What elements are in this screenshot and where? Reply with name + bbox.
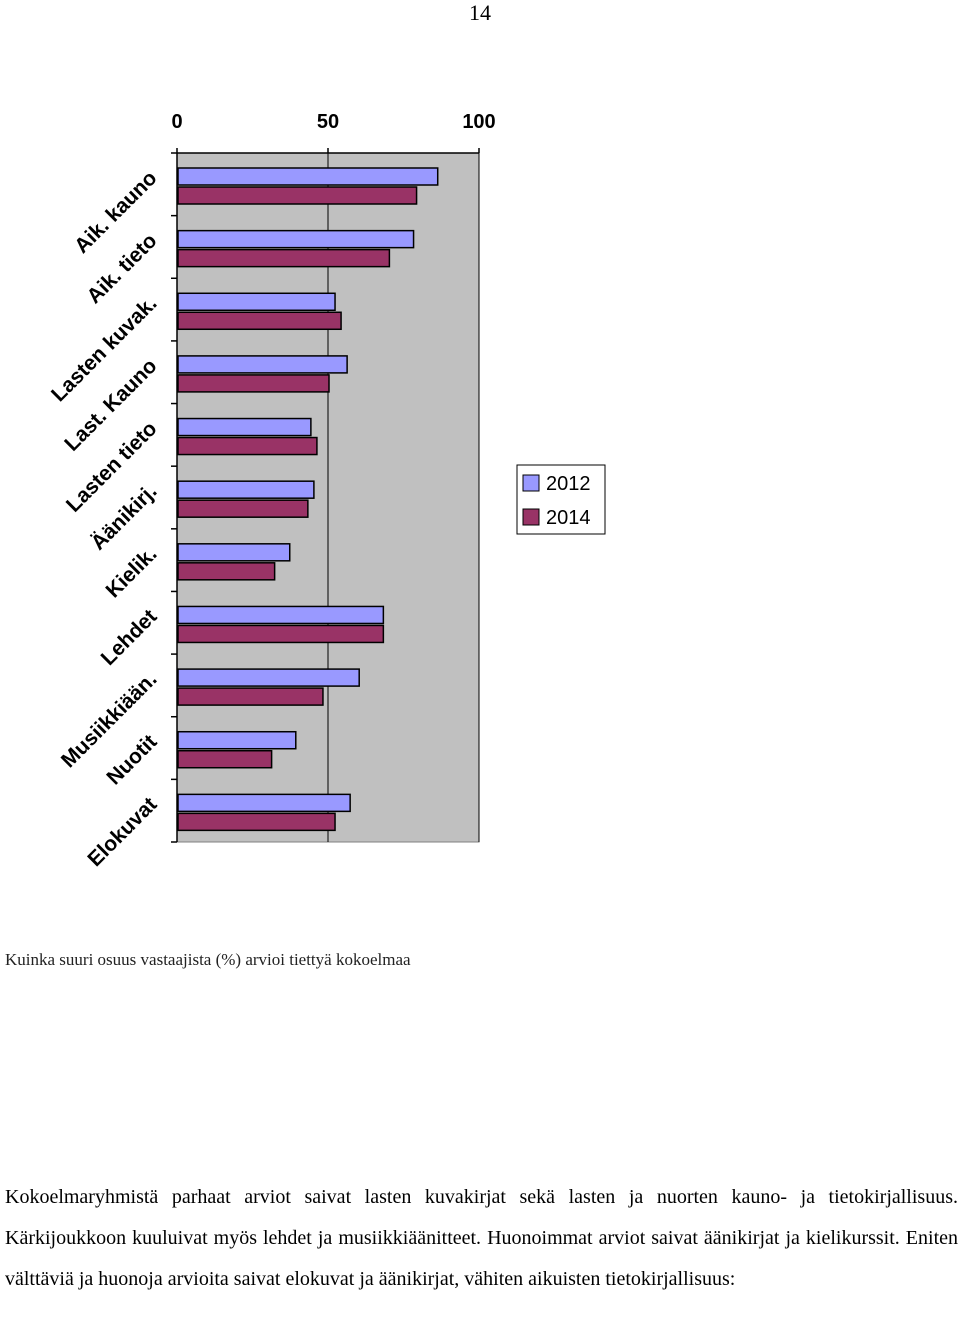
bar-2014 <box>177 687 324 706</box>
bar-2014 <box>177 562 276 581</box>
bar-2014 <box>177 624 385 644</box>
bar-2012 <box>177 730 297 750</box>
bar-2012 <box>177 229 415 249</box>
bar-2014 <box>177 186 418 205</box>
category-label: Lehdet <box>97 605 162 670</box>
bar-2014 <box>177 311 342 331</box>
bar-2014 <box>177 499 309 518</box>
bar-2012 <box>177 292 336 312</box>
bar-2012 <box>177 480 315 499</box>
legend-swatch <box>522 508 540 526</box>
bar-2012 <box>177 668 360 687</box>
bar-2012 <box>177 793 351 813</box>
chart-legend: 2012 2014 <box>516 464 606 535</box>
legend-label: 2014 <box>546 507 591 529</box>
category-label: Elokuvat <box>83 793 161 871</box>
page-number: 14 <box>469 0 491 25</box>
bar-2014 <box>177 248 391 268</box>
category-label: Kielik. <box>102 542 162 602</box>
bar-2012 <box>177 417 312 437</box>
chart-caption: Kuinka suuri osuus vastaajista (%) arvio… <box>5 950 411 969</box>
body-paragraph: Kokoelmaryhmistä parhaat arviot saivat l… <box>5 1186 958 1290</box>
bar-2012 <box>177 167 439 186</box>
bar-2014 <box>177 749 273 769</box>
x-tick-label: 50 <box>317 111 339 133</box>
legend-label: 2012 <box>546 473 591 495</box>
x-tick-label: 100 <box>462 111 495 133</box>
bar-2014 <box>177 436 318 456</box>
bar-2012 <box>177 355 348 374</box>
legend-swatch <box>522 474 540 492</box>
category-label: Nuotit <box>102 730 161 789</box>
category-label: Lasten kuvak. <box>47 292 161 406</box>
bar-2014 <box>177 374 330 393</box>
bar-2012 <box>177 605 385 625</box>
bar-2014 <box>177 812 336 832</box>
bar-2012 <box>177 543 291 562</box>
x-tick-label: 0 <box>171 111 182 133</box>
